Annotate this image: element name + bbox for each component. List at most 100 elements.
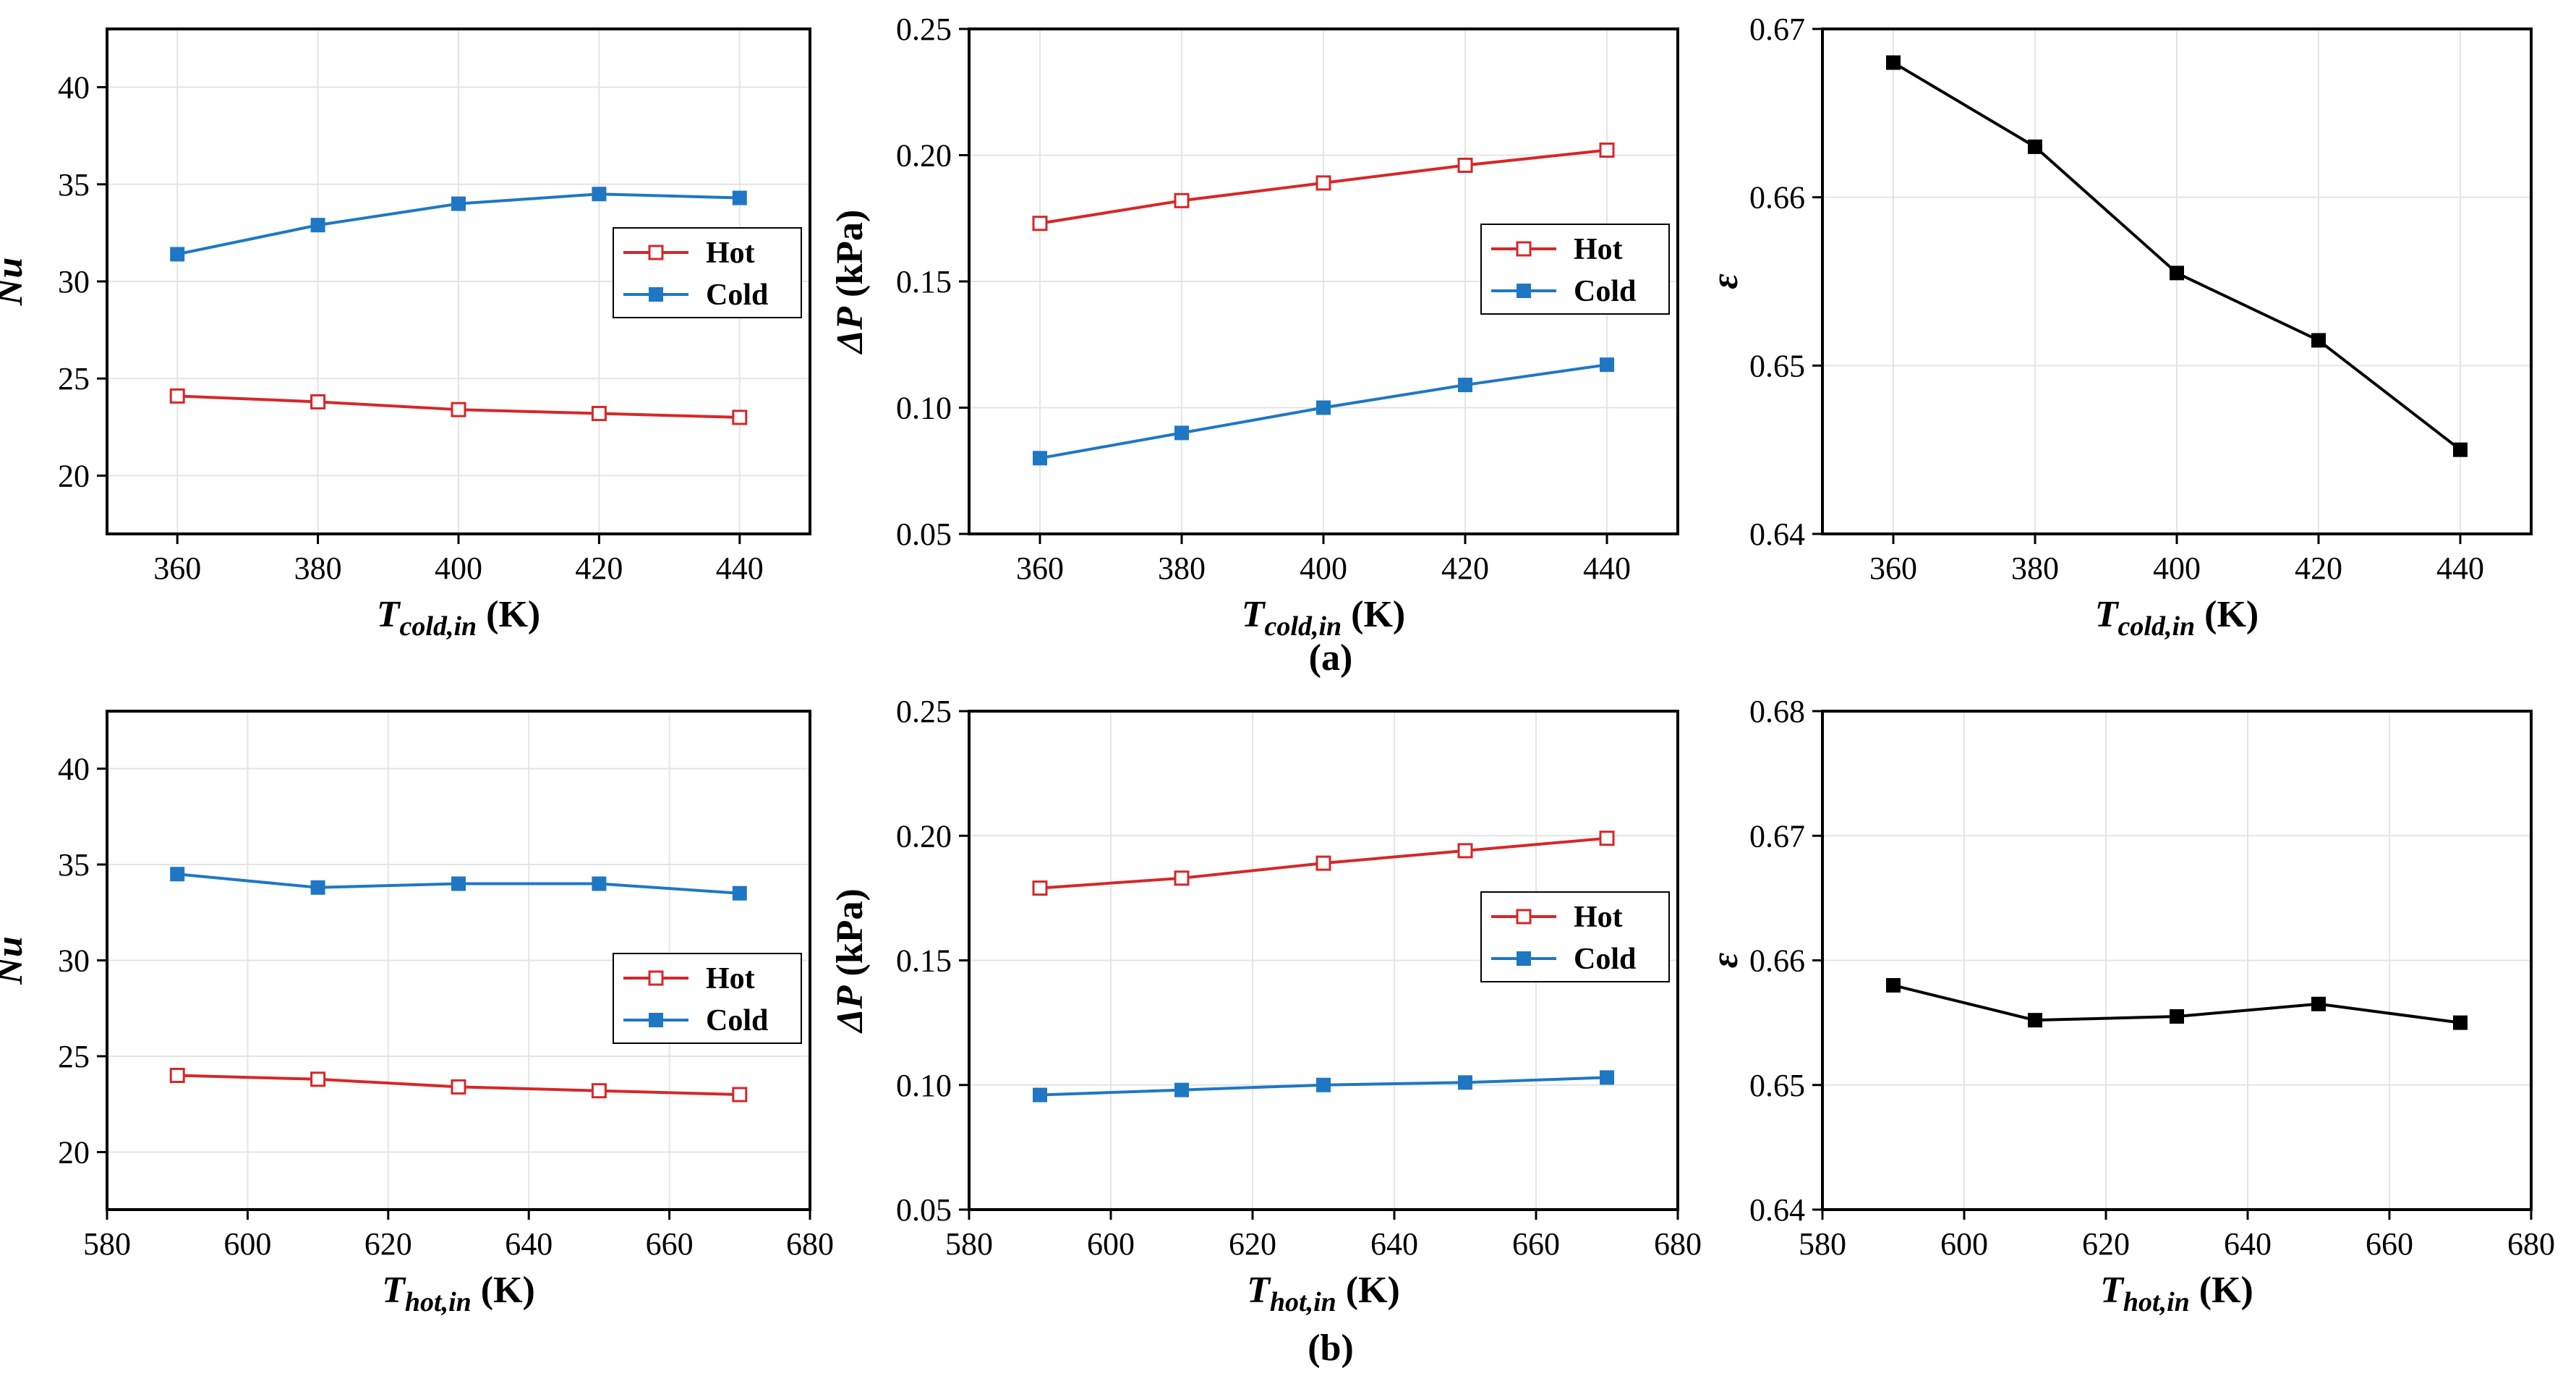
data-point-cold <box>310 218 325 233</box>
y-axis-label: ΔP (kPa) <box>829 210 871 355</box>
x-axis-label-unit: (K) <box>472 1270 535 1311</box>
legend-label-hot: Hot <box>706 237 755 270</box>
data-point-hot <box>591 1083 607 1099</box>
x-tick-label: 380 <box>294 551 342 586</box>
x-tick-label: 400 <box>435 551 482 586</box>
y-tick-label: 0.67 <box>1749 818 1805 854</box>
legend-label-cold: Cold <box>1574 275 1636 308</box>
data-point-cold <box>1033 1087 1047 1103</box>
y-tick-label: 0.10 <box>896 391 952 426</box>
data-point-cold <box>170 247 185 262</box>
x-tick-label: 420 <box>2295 551 2342 586</box>
data-point-ε <box>2028 1013 2042 1028</box>
x-tick-label: 680 <box>2507 1226 2555 1262</box>
y-tick-label: 35 <box>58 167 90 203</box>
data-point-hot <box>1457 843 1473 859</box>
legend-marker-cold <box>649 1013 663 1027</box>
x-tick-label: 360 <box>1016 551 1064 586</box>
data-point-cold <box>1316 1077 1331 1092</box>
data-point-cold <box>1458 1075 1472 1090</box>
legend: Hot Cold <box>613 227 802 318</box>
y-tick-label: 0.65 <box>1749 348 1805 383</box>
y-axis-label: ΔP (kPa) <box>829 888 871 1034</box>
y-tick-label: 0.68 <box>1749 694 1805 729</box>
data-point-ε <box>2311 333 2326 348</box>
y-tick-label: 0.64 <box>1749 1192 1805 1228</box>
y-axis-label-unit: (kPa) <box>829 210 871 307</box>
x-tick-label: 640 <box>2224 1226 2272 1262</box>
y-tick-label: 30 <box>58 943 90 979</box>
data-point-cold <box>451 196 466 211</box>
x-tick-label: 600 <box>223 1226 271 1262</box>
y-axis-label-symbol: ΔP <box>829 306 871 355</box>
chart-b1: 580 600 620 640 660 680 20 25 30 35 40 Thot,in (K) N… <box>0 710 834 1317</box>
x-axis-label-base: T <box>2100 1270 2125 1311</box>
legend-box <box>613 227 802 318</box>
caption-b: (b) <box>1308 1328 1354 1369</box>
y-tick-label: 0.25 <box>896 12 952 47</box>
data-point-hot <box>732 1087 748 1103</box>
x-tick-label: 600 <box>1087 1226 1135 1262</box>
y-tick-label: 25 <box>58 361 90 396</box>
data-point-cold <box>170 867 185 882</box>
data-point-cold <box>1600 357 1614 373</box>
x-axis-label-unit: (K) <box>1336 1270 1400 1311</box>
x-axis-label-unit: (K) <box>477 594 540 635</box>
x-axis-label-unit: (K) <box>2190 1270 2253 1311</box>
data-point-ε <box>2028 139 2042 154</box>
y-tick-label: 0.25 <box>896 694 952 729</box>
chart-a1: 360 380 400 420 440 20 25 30 35 40 Tcold,in (K) Nu H… <box>0 27 811 642</box>
x-tick-label: 420 <box>1441 551 1489 586</box>
data-point-ε <box>2453 442 2468 457</box>
y-tick-label: 20 <box>58 458 90 493</box>
data-point-ε <box>2170 266 2184 281</box>
y-tick-label: 0.67 <box>1749 12 1805 47</box>
y-tick-label: 0.15 <box>896 264 952 300</box>
data-point-cold <box>451 876 466 891</box>
data-point-ε <box>2170 1009 2184 1024</box>
legend-label-hot: Hot <box>1574 233 1623 266</box>
x-axis-label-sub: hot,in <box>2123 1287 2190 1317</box>
legend: Hot Cold <box>613 953 802 1044</box>
data-point-cold <box>310 880 325 895</box>
data-point-hot <box>1174 870 1190 886</box>
x-axis-label: Thot,in (K) <box>2100 1270 2253 1317</box>
data-point-hot <box>1315 175 1331 191</box>
x-axis-label-sub: cold,in <box>400 611 477 642</box>
data-point-hot <box>169 1068 185 1083</box>
x-tick-label: 580 <box>1799 1226 1846 1262</box>
y-tick-label: 40 <box>58 70 90 106</box>
legend-marker-hot <box>1516 909 1532 925</box>
legend-marker-hot <box>648 245 664 260</box>
data-point-cold <box>592 876 607 891</box>
x-axis-label: Thot,in (K) <box>1247 1270 1400 1317</box>
data-point-hot <box>310 1071 326 1087</box>
x-tick-label: 580 <box>83 1226 131 1262</box>
y-tick-label: 0.20 <box>896 818 952 854</box>
x-axis-label: Tcold,in (K) <box>377 594 540 642</box>
x-tick-label: 400 <box>1300 551 1347 586</box>
x-axis-label-base: T <box>377 594 401 635</box>
x-tick-label: 640 <box>505 1226 553 1262</box>
legend-label-hot: Hot <box>706 962 755 995</box>
legend-marker-cold <box>1517 284 1531 298</box>
data-point-ε <box>1886 55 1901 70</box>
data-point-hot <box>451 1079 466 1095</box>
x-axis-label-sub: cold,in <box>1265 611 1342 642</box>
data-point-ε <box>2453 1015 2468 1030</box>
data-point-hot <box>1599 143 1615 158</box>
chart-b2: 580 600 620 640 660 680 0.05 0.10 0.15 0.20 0.25 Th… <box>829 694 1702 1317</box>
legend-marker-hot <box>1516 241 1532 257</box>
y-tick-label: 0.65 <box>1749 1068 1805 1103</box>
x-axis-label-unit: (K) <box>1342 594 1405 635</box>
data-point-cold <box>732 886 747 901</box>
legend-label-cold: Cold <box>706 1004 768 1037</box>
legend-box <box>1480 891 1670 982</box>
x-tick-label: 400 <box>2153 551 2201 586</box>
legend-label-hot: Hot <box>1574 901 1623 934</box>
y-tick-label: 0.20 <box>896 138 952 174</box>
data-point-hot <box>451 402 466 417</box>
x-axis-label-base: T <box>1242 594 1266 635</box>
y-tick-label: 0.64 <box>1749 517 1805 552</box>
